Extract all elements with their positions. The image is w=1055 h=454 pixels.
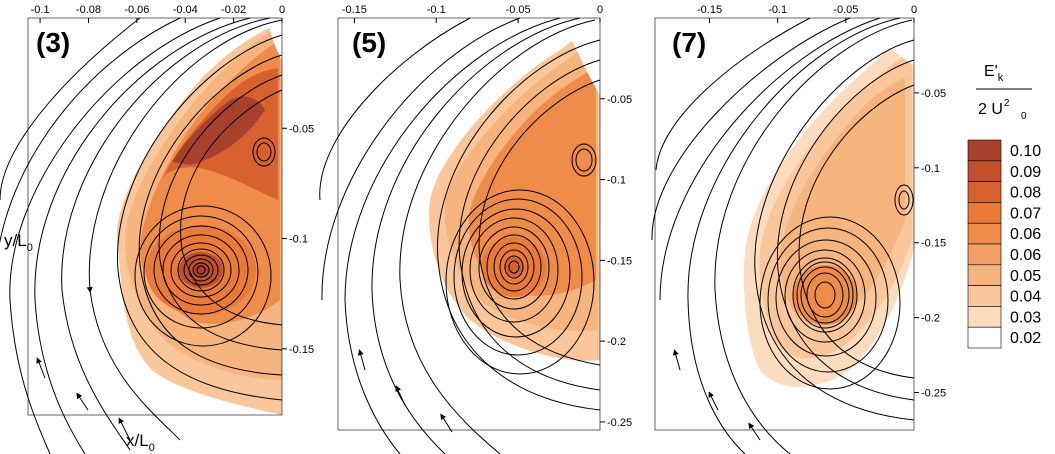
panel-1-x-tick-label: -0.08 (76, 4, 101, 16)
panel-3-plot-frame (654, 17, 915, 431)
panel-2-y-tick-label: -0.1 (607, 175, 626, 187)
panel-1-x-tick-label: -0.1 (31, 4, 50, 16)
svg-text:E'k: E'k (984, 63, 1004, 84)
panel-2-vortex-streamlines (445, 143, 597, 375)
panel-2-outer-streamlines (319, 17, 601, 454)
panel-3-y-tick-label: -0.15 (921, 238, 946, 250)
y-axis-label: y/L0 (4, 231, 33, 254)
panel-2-y-axis: -0.05 -0.1 -0.15 -0.2 -0.25 (600, 94, 632, 429)
colorbar-level-label: 0.09 (1010, 164, 1041, 181)
colorbar-swatches (967, 139, 1002, 349)
colorbar-swatch (967, 243, 1002, 266)
colorbar-swatch (967, 264, 1002, 286)
panel-1: -0.1 -0.08 -0.06 -0.04 -0.02 0 -0.05 -0.1 -0.15… (0, 4, 314, 454)
colorbar-level-label: 0.10 (1010, 143, 1041, 160)
colorbar-swatch (967, 202, 1002, 224)
panel-1-y-tick-label: -0.1 (289, 234, 308, 246)
panel-2-y-tick-label: -0.25 (607, 417, 632, 429)
panel-2-x-tick-label: -0.05 (506, 4, 531, 16)
svg-text:x/L0: x/L0 (126, 431, 155, 454)
x-axis-label: x/L0 (126, 431, 155, 454)
panel-1-y-tick-label: -0.15 (289, 344, 314, 356)
panel-1-x-tick-label: 0 (279, 4, 285, 16)
colorbar-swatch (967, 285, 1002, 307)
colorbar-level-label: 0.06 (1010, 226, 1041, 243)
colorbar-swatch (967, 306, 1002, 328)
panel-3-outer-streamlines (651, 17, 915, 454)
svg-text:0: 0 (1021, 111, 1027, 122)
panel-1-vortex-streamlines (134, 137, 276, 347)
panel-3-y-axis: -0.05 -0.1 -0.15 -0.2 -0.25 (914, 88, 946, 400)
panel-3-label: (7) (672, 27, 706, 58)
colorbar-level-label: 0.04 (1010, 289, 1041, 306)
panel-1-outer-streamlines (0, 17, 283, 454)
colorbar-level-label: 0.02 (1010, 330, 1041, 347)
panel-3-y-tick-label: -0.2 (921, 313, 940, 325)
panel-2-y-tick-label: -0.05 (607, 94, 632, 106)
panel-2-label: (5) (352, 27, 386, 58)
panel-3: -0.15 -0.1 -0.05 0 -0.05-0.1-0.15-0.2-0.25 … (651, 4, 946, 454)
panel-1-x-tick-label: -0.04 (173, 4, 198, 16)
panel-1-y-tick-label: -0.05 (289, 123, 314, 135)
panel-3-y-tick-label: -0.1 (921, 163, 940, 175)
panel-3-x-axis: -0.15 -0.1 -0.05 0 (697, 4, 917, 23)
svg-text:y/L0: y/L0 (4, 231, 33, 254)
colorbar-swatch (967, 222, 1002, 245)
panel-2-x-tick-label: -0.1 (427, 4, 446, 16)
panel-2-plot-frame (337, 17, 601, 431)
panel-3-x-tick-label: -0.15 (697, 4, 722, 16)
colorbar-swatch (967, 160, 1002, 182)
colorbar-level-label: 0.05 (1010, 268, 1041, 285)
colorbar-swatch (967, 139, 1002, 162)
panel-3-y-tick-label: -0.25 (921, 388, 946, 400)
svg-text:2 U2: 2 U2 (978, 98, 1010, 118)
colorbar-level-label: 0.03 (1010, 309, 1041, 326)
panel-2-x-tick-label: 0 (597, 4, 603, 16)
panel-3-x-tick-label: 0 (911, 4, 917, 16)
panel-3-x-tick-label: -0.05 (833, 4, 858, 16)
panel-2-x-axis: -0.15 -0.1 -0.05 0 (342, 4, 603, 23)
panel-3-vortex-streamlines (759, 184, 914, 390)
panel-3-contour-fill (743, 18, 914, 387)
panel-2-y-tick-label: -0.2 (607, 336, 626, 348)
colorbar-level-label: 0.06 (1010, 247, 1041, 264)
panel-1-x-tick-label: -0.02 (221, 4, 246, 16)
colorbar-swatch (967, 326, 1002, 349)
colorbar-labels: 0.10 0.09 0.08 0.07 0.06 0.06 0.05 0.04 0.03 0.02 (1010, 143, 1041, 347)
panel-1-y-axis: -0.05 -0.1 -0.15 (282, 123, 314, 356)
panel-1-x-tick-label: -0.06 (124, 4, 149, 16)
panel-3-x-tick-label: -0.1 (768, 4, 787, 16)
panel-2-x-tick-label: -0.15 (342, 4, 367, 16)
panel-1-x-axis: -0.1 -0.08 -0.06 -0.04 -0.02 0 (31, 4, 285, 23)
panel-1-label: (3) (36, 27, 70, 58)
panel-1-plot-frame (27, 17, 283, 416)
colorbar-title: E'k 2 U2 0 (976, 63, 1032, 122)
colorbar-level-label: 0.07 (1010, 205, 1041, 222)
colorbar-swatch (967, 181, 1002, 203)
colorbar-level-label: 0.08 (1010, 185, 1041, 202)
panel-2: -0.15 -0.1 -0.05 0 -0.05-0.1-0.15-0.2-0.25 … (319, 4, 632, 454)
panel-3-y-tick-label: -0.05 (921, 88, 946, 100)
colorbar: E'k 2 U2 0 0.100.090.080.070.060.060.050… (967, 63, 1041, 349)
panel-2-y-tick-label: -0.15 (607, 255, 632, 267)
